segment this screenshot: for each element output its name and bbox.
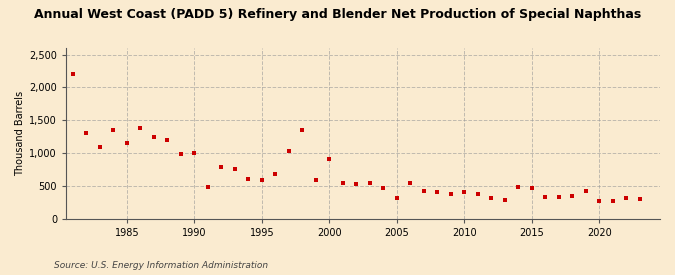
Point [364, 181, 375, 186]
Point [432, 190, 443, 194]
Point [189, 151, 200, 155]
Y-axis label: Thousand Barrels: Thousand Barrels [15, 91, 25, 176]
Point [176, 152, 186, 156]
Point [608, 199, 618, 204]
Point [324, 157, 335, 161]
Point [95, 144, 105, 149]
Point [202, 185, 213, 189]
Point [148, 134, 159, 139]
Point [472, 192, 483, 196]
Point [135, 126, 146, 130]
Point [243, 177, 254, 181]
Point [634, 196, 645, 201]
Point [297, 127, 308, 132]
Point [554, 194, 564, 199]
Point [513, 185, 524, 189]
Point [122, 141, 132, 145]
Point [81, 131, 92, 135]
Point [338, 181, 348, 186]
Point [230, 167, 240, 171]
Point [392, 196, 402, 200]
Point [68, 72, 78, 76]
Point [108, 127, 119, 132]
Point [216, 165, 227, 169]
Point [270, 171, 281, 176]
Point [459, 190, 470, 194]
Point [526, 186, 537, 190]
Point [351, 182, 362, 186]
Point [500, 198, 510, 202]
Text: Source: U.S. Energy Information Administration: Source: U.S. Energy Information Administ… [54, 260, 268, 270]
Text: Annual West Coast (PADD 5) Refinery and Blender Net Production of Special Naphth: Annual West Coast (PADD 5) Refinery and … [34, 8, 641, 21]
Point [567, 194, 578, 198]
Point [162, 138, 173, 142]
Point [621, 196, 632, 200]
Point [310, 178, 321, 182]
Point [418, 189, 429, 194]
Point [594, 199, 605, 204]
Point [405, 181, 416, 186]
Point [256, 178, 267, 182]
Point [284, 148, 294, 153]
Point [446, 192, 456, 196]
Point [486, 196, 497, 200]
Point [580, 189, 591, 194]
Point [540, 194, 551, 199]
Point [378, 186, 389, 190]
